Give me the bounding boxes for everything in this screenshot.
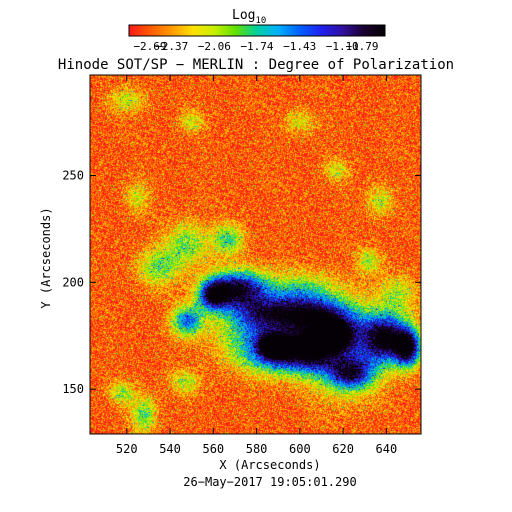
heatmap-plot-area — [90, 75, 421, 434]
colorbar-tick-label: −1.74 — [240, 40, 273, 53]
y-axis-label: Y (Arcseconds) — [39, 207, 53, 308]
x-tick-label: 560 — [202, 442, 224, 456]
y-tick-label: 200 — [62, 275, 84, 289]
colorbar-tick-label: −1.11 — [326, 40, 359, 53]
colorbar-tick-label: −2.06 — [198, 40, 231, 53]
colorbar-ticks: −2.69−2.37 −2.06 −1.74 −1.43 −1.11−0.79 — [133, 40, 378, 53]
colorbar-tick-label: −0.79 — [345, 40, 378, 53]
x-axis-ticks: 520 540 560 580 600 620 640 — [116, 75, 397, 456]
y-tick-label: 150 — [62, 382, 84, 396]
colorbar-tick-label: −2.69 — [133, 40, 166, 53]
x-tick-label: 520 — [116, 442, 138, 456]
colorbar — [128, 24, 386, 37]
date-footer: 26−May−2017 19:05:01.290 — [183, 475, 356, 489]
y-axis-ticks: 150 200 250 — [62, 168, 421, 396]
heatmap-image — [90, 75, 421, 434]
colorbar-tick-label: −2.37 — [155, 40, 188, 53]
y-tick-label: 250 — [62, 168, 84, 182]
x-tick-label: 640 — [376, 442, 398, 456]
axes: 520 540 560 580 600 620 640 150 200 250 — [62, 74, 422, 456]
colorbar-label-subscript: 10 — [255, 16, 266, 26]
colorbar-tick-label: −1.43 — [283, 40, 316, 53]
x-axis-label: X (Arcseconds) — [219, 458, 320, 472]
x-tick-label: 600 — [289, 442, 311, 456]
x-tick-label: 620 — [332, 442, 354, 456]
x-tick-label: 580 — [246, 442, 268, 456]
chart-title: Hinode SOT/SP − MERLIN : Degree of Polar… — [58, 57, 454, 73]
axes-frame — [89, 74, 422, 435]
x-tick-label: 540 — [159, 442, 181, 456]
colorbar-label: Log10 — [232, 8, 266, 26]
